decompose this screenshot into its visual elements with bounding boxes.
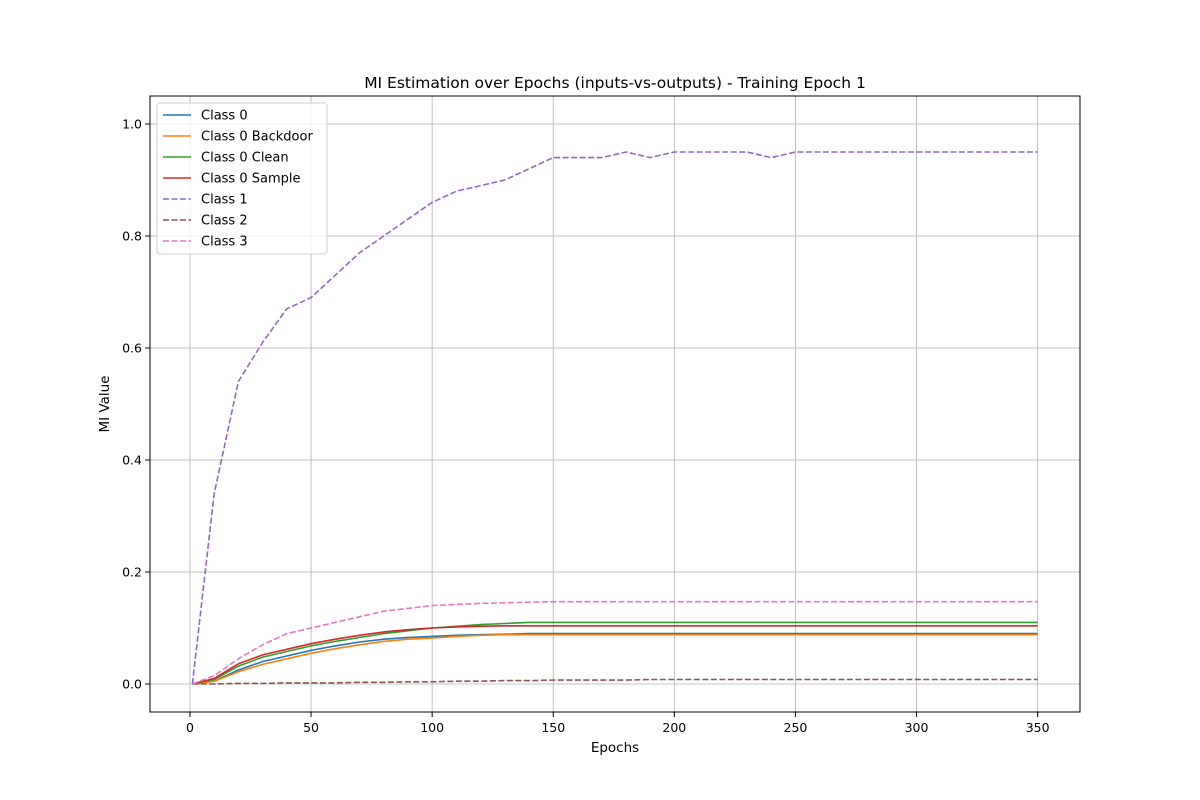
y-tick-label: 0.2	[122, 565, 142, 580]
chart-title: MI Estimation over Epochs (inputs-vs-out…	[364, 74, 866, 92]
y-axis-label: MI Value	[97, 376, 113, 433]
y-tick-label: 0.0	[122, 677, 142, 692]
series-line-class-0-sample	[192, 624, 1038, 685]
x-tick-label: 200	[662, 720, 686, 735]
legend: Class 0 Class 0 Backdoor Class 0 Clean Clas…	[156, 102, 328, 255]
legend-entry: Class 3	[201, 235, 248, 250]
legend-entry: Class 0 Backdoor	[201, 130, 313, 145]
legend-entry: Class 0	[201, 109, 248, 124]
legend-entry: Class 1	[201, 193, 248, 208]
legend-entry: Class 0 Sample	[201, 172, 300, 187]
x-axis-label: Epochs	[591, 740, 639, 756]
series-line-class-0-backdoor	[192, 633, 1038, 685]
axis-ticks: 0 50 100 150 200 250 300 350 0.0 0.2 0.4 0.6 0.8 1.0	[122, 117, 1049, 736]
x-tick-label: 150	[541, 720, 565, 735]
y-tick-label: 1.0	[122, 117, 142, 132]
grid	[150, 96, 1080, 712]
x-tick-label: 100	[420, 720, 444, 735]
y-tick-label: 0.6	[122, 341, 142, 356]
x-tick-label: 0	[186, 720, 194, 735]
series-line-class-3	[192, 600, 1038, 685]
x-tick-label: 50	[303, 720, 319, 735]
series-line-class-2	[192, 678, 1038, 685]
y-tick-label: 0.4	[122, 453, 142, 468]
x-tick-label: 350	[1026, 720, 1050, 735]
plot-frame	[149, 95, 1081, 713]
y-tick-label: 0.8	[122, 229, 142, 244]
legend-entry: Class 2	[201, 214, 248, 229]
x-tick-label: 250	[784, 720, 808, 735]
x-tick-label: 300	[905, 720, 929, 735]
legend-entry: Class 0 Clean	[201, 151, 289, 166]
legend-box	[156, 102, 328, 255]
series-line-class-1	[191, 151, 1038, 685]
plot-lines	[191, 151, 1038, 685]
series-line-class-0-clean	[192, 621, 1038, 685]
series-line-class-0	[192, 632, 1038, 685]
